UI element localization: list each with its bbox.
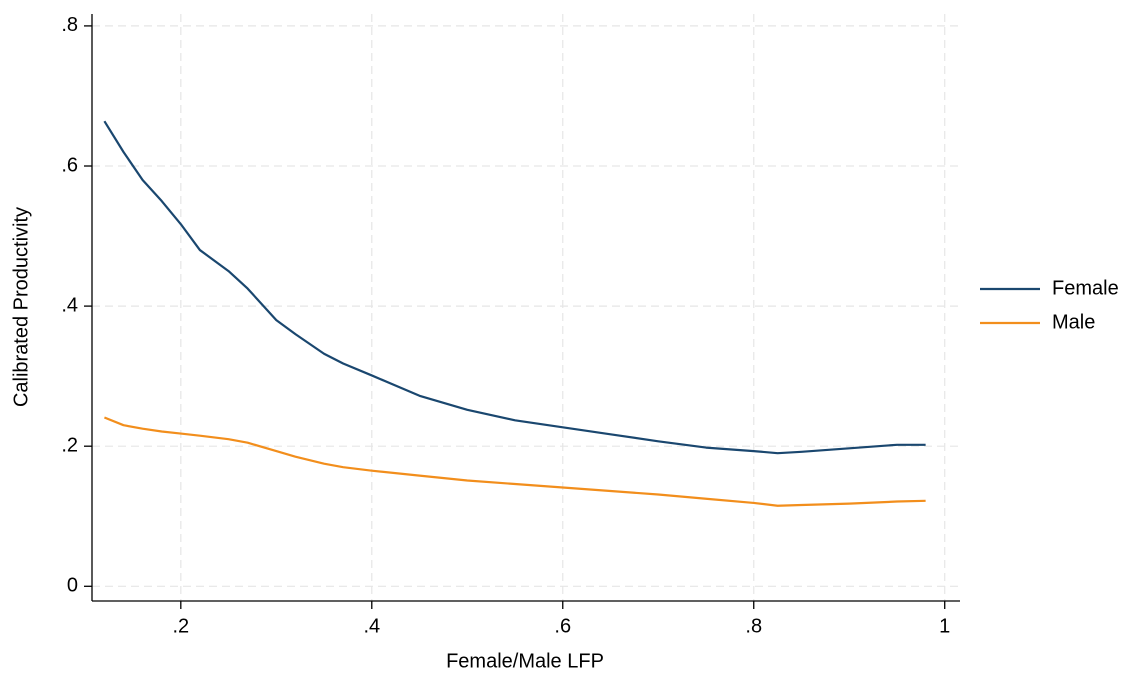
x-tick-label: .4 [363, 615, 380, 637]
x-tick-label: .8 [745, 615, 762, 637]
y-tick-label: .2 [61, 434, 78, 456]
y-tick-label: 0 [67, 575, 78, 597]
y-axis-title: Calibrated Productivity [10, 207, 32, 407]
line-series [103, 120, 926, 455]
legend-label: Male [1052, 311, 1095, 333]
x-tick-label: .6 [554, 615, 571, 637]
x-axis-title: Female/Male LFP [446, 650, 604, 672]
legend-label: Female [1052, 277, 1119, 299]
y-tick-label: .4 [61, 294, 78, 316]
line-series [104, 416, 926, 507]
y-tick-label: .6 [61, 154, 78, 176]
x-tick-label: .2 [172, 615, 189, 637]
y-tick-label: .8 [61, 14, 78, 36]
x-tick-label: 1 [939, 615, 950, 637]
